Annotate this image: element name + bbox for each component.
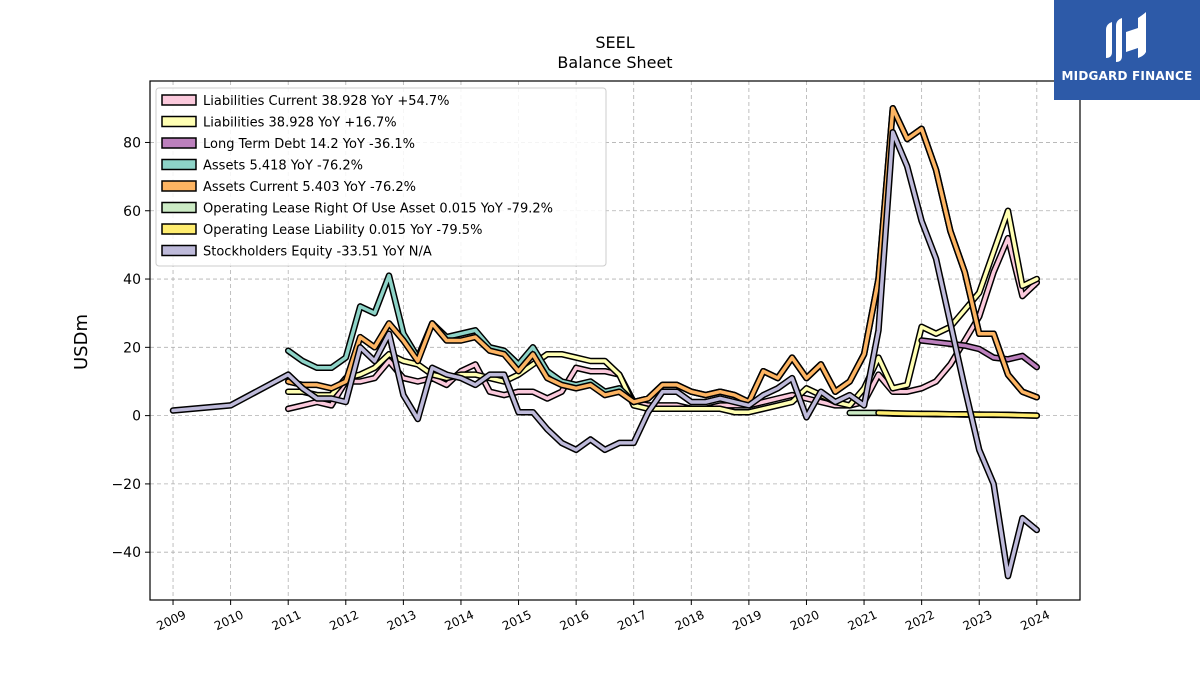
legend: Liabilities Current 38.928 YoY +54.7% Lia… — [155, 87, 607, 267]
legend-swatch — [161, 180, 197, 192]
legend-swatch — [161, 137, 197, 149]
legend-swatch — [161, 158, 197, 171]
x-tick-label: 2010 — [212, 608, 246, 634]
x-tick-label: 2011 — [270, 608, 304, 634]
x-tick-label: 2009 — [155, 608, 189, 634]
x-tick-label: 2023 — [961, 608, 995, 634]
logo-text: MIDGARD FINANCE — [1061, 69, 1193, 83]
series-line-0 — [286, 236, 1039, 411]
x-tick-label: 2014 — [442, 608, 476, 634]
series-line-1 — [286, 209, 1039, 414]
legend-label: Long Term Debt 14.2 YoY -36.1% — [203, 137, 415, 152]
legend-swatch — [161, 244, 197, 257]
legend-label: Liabilities 38.928 YoY +16.7% — [203, 116, 397, 131]
series-line-7 — [171, 130, 1039, 578]
x-tick-label: 2015 — [500, 608, 534, 634]
legend-swatch — [161, 94, 197, 106]
y-tick-label: 80 — [123, 135, 141, 151]
series-lines — [169, 105, 1041, 580]
y-tick-label: 60 — [123, 204, 141, 220]
x-tick-label: 2018 — [673, 608, 707, 634]
y-tick-label: 40 — [123, 272, 141, 288]
series-line-4 — [286, 106, 1039, 404]
chart-title: SEEL — [595, 33, 634, 52]
y-tick-label: 0 — [132, 409, 141, 425]
legend-label: Liabilities Current 38.928 YoY +54.7% — [203, 94, 450, 109]
y-tick-label: −20 — [111, 477, 141, 493]
plot-frame — [149, 80, 1081, 601]
series-line-2 — [919, 338, 1039, 369]
legend-label: Operating Lease Right Of Use Asset 0.015… — [203, 202, 553, 217]
legend-box — [155, 87, 607, 267]
legend-swatch — [161, 115, 197, 128]
x-tick-label: 2016 — [558, 608, 592, 634]
y-axis-ticks: −40 −20 0 20 40 60 80 — [111, 135, 150, 561]
x-tick-label: 2019 — [730, 608, 764, 634]
x-tick-label: 2013 — [385, 608, 419, 634]
legend-label: Assets Current 5.403 YoY -76.2% — [203, 180, 416, 195]
y-axis-label: USDm — [71, 314, 92, 370]
series-line-6 — [876, 411, 1039, 418]
x-tick-label: 2022 — [903, 608, 937, 634]
legend-label: Operating Lease Liability 0.015 YoY -79.… — [203, 223, 482, 238]
x-axis-ticks: 2009 2010 2011 2012 2013 2014 2015 2016 2017 2018… — [155, 600, 1052, 633]
x-tick-label: 2017 — [615, 608, 649, 634]
y-tick-label: 20 — [123, 340, 141, 356]
x-tick-label: 2021 — [846, 608, 880, 634]
x-tick-label: 2020 — [788, 608, 822, 634]
midgard-logo-icon — [1106, 12, 1146, 62]
y-tick-label: −40 — [111, 545, 141, 561]
legend-label: Stockholders Equity -33.51 YoY N/A — [203, 245, 432, 260]
legend-label: Assets 5.418 YoY -76.2% — [203, 159, 363, 174]
legend-swatch — [161, 223, 197, 235]
chart-subtitle: Balance Sheet — [557, 53, 672, 72]
legend-swatch — [161, 201, 197, 214]
midgard-finance-logo: MIDGARD FINANCE — [1054, 0, 1200, 100]
x-tick-label: 2024 — [1018, 608, 1052, 634]
x-tick-label: 2012 — [327, 608, 361, 634]
